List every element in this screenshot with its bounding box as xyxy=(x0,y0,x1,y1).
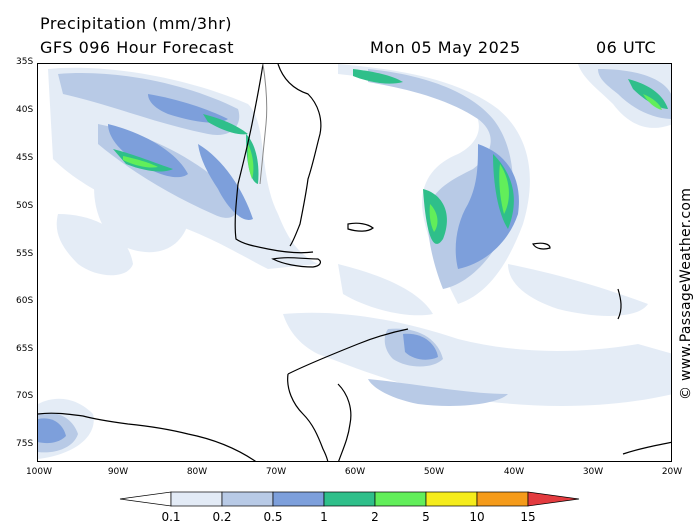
lat-label: 45S xyxy=(16,153,34,163)
forecast-date: Mon 05 May 2025 xyxy=(370,38,521,57)
lon-label: 60W xyxy=(344,467,366,477)
lat-label: 65S xyxy=(16,344,34,354)
lon-label: 20W xyxy=(661,467,683,477)
legend-label: 10 xyxy=(469,510,485,524)
legend-swatch xyxy=(170,491,223,507)
legend-swatch xyxy=(272,491,325,507)
lat-label: 55S xyxy=(16,249,34,259)
lon-label: 30W xyxy=(582,467,604,477)
map-canvas xyxy=(38,64,671,461)
legend-swatch xyxy=(425,491,478,507)
forecast-time: 06 UTC xyxy=(596,38,657,57)
legend-label: 2 xyxy=(371,510,379,524)
lon-label: 50W xyxy=(423,467,445,477)
coastlines xyxy=(38,64,671,461)
lon-label: 70W xyxy=(265,467,287,477)
precip-heavy-layer xyxy=(38,94,519,444)
lat-label: 35S xyxy=(16,57,34,67)
legend-swatch xyxy=(374,491,427,507)
lat-label: 50S xyxy=(16,201,34,211)
lat-label: 70S xyxy=(16,391,34,401)
legend-label: 0.1 xyxy=(161,510,181,524)
legend-label: 0.5 xyxy=(263,510,283,524)
credit-text: © www.PassageWeather.com xyxy=(678,187,694,400)
lon-label: 80W xyxy=(186,467,208,477)
forecast-label: GFS 096 Hour Forecast xyxy=(40,38,235,57)
legend-label: 1 xyxy=(320,510,328,524)
precip-light-layer xyxy=(38,64,671,459)
legend-swatch xyxy=(476,491,529,507)
legend-label: 15 xyxy=(520,510,536,524)
map-title: Precipitation (mm/3hr) xyxy=(40,14,233,33)
lon-label: 40W xyxy=(503,467,525,477)
lat-label: 75S xyxy=(16,439,34,449)
legend-label: 5 xyxy=(422,510,430,524)
legend-swatch xyxy=(527,491,580,507)
precip-bright-layer xyxy=(123,94,662,232)
legend-label: 0.2 xyxy=(212,510,232,524)
legend-swatch xyxy=(323,491,376,507)
legend-swatch xyxy=(119,491,172,507)
lon-label: 90W xyxy=(107,467,129,477)
lat-label: 60S xyxy=(16,296,34,306)
lat-label: 40S xyxy=(16,105,34,115)
country-border xyxy=(259,64,268,185)
precipitation-map xyxy=(37,63,672,462)
legend-swatch xyxy=(221,491,274,507)
lon-label: 100W xyxy=(25,467,53,477)
